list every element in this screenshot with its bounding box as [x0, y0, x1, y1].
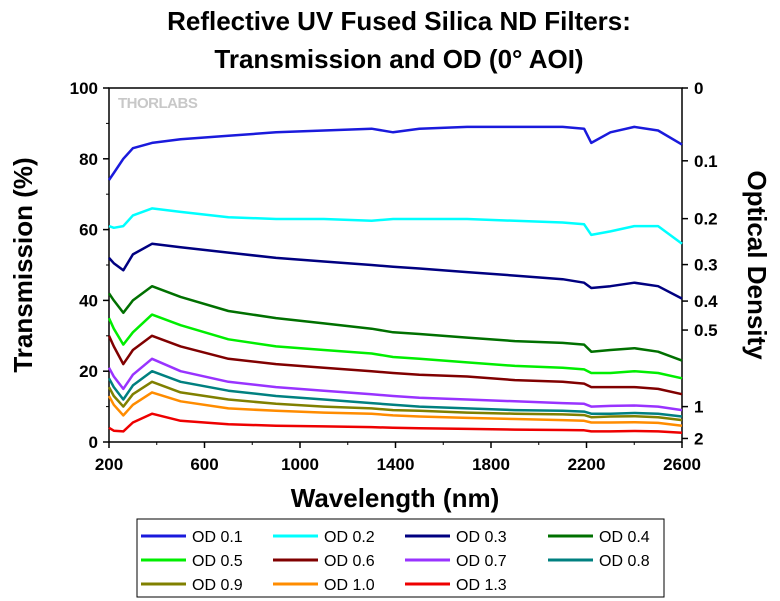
chart-title-line1: Reflective UV Fused Silica ND Filters:: [167, 6, 631, 36]
legend-label: OD 1.3: [456, 577, 507, 594]
y2-axis-ticks: 0 0.1 0.2 0.3 0.4 0.5 1 2: [682, 79, 718, 448]
legend-label: OD 0.1: [192, 529, 243, 546]
y-tick-label: 80: [79, 150, 98, 169]
x-tick-label: 600: [190, 455, 218, 474]
series-line-od-0-8: [107, 369, 683, 418]
series-line-od-0-6: [107, 334, 683, 396]
legend-label: OD 0.8: [599, 553, 650, 570]
series-line-od-0-2: [108, 207, 683, 245]
x-tick-label: 200: [95, 455, 123, 474]
y2-tick-label: 0: [694, 79, 703, 98]
y2-tick-label: 1: [694, 398, 703, 417]
x-tick-label: 1400: [377, 455, 415, 474]
x-tick-label: 2200: [568, 455, 606, 474]
y2-tick-label: 0.4: [694, 292, 718, 311]
y2-tick-label: 0.1: [694, 152, 718, 171]
legend-label: OD 0.4: [599, 529, 650, 546]
series-line-od-0-5: [107, 313, 683, 380]
legend-label: OD 0.5: [192, 553, 243, 570]
legend-label: OD 0.6: [324, 553, 375, 570]
thorlabs-logo: THORLABS: [118, 95, 198, 112]
legend-label: OD 0.3: [456, 529, 507, 546]
y2-axis-title: Optical Density: [742, 170, 772, 360]
series-line-od-0-1: [107, 125, 683, 181]
y-tick-label: 40: [79, 291, 98, 310]
chart-title-line2: Transmission and OD (0° AOI): [214, 44, 583, 74]
series-line-od-0-3: [108, 242, 683, 300]
legend-label: OD 0.9: [192, 577, 243, 594]
y-axis-title: Transmission (%): [8, 157, 38, 372]
legend-label: OD 1.0: [324, 577, 375, 594]
x-axis-title: Wavelength (nm): [291, 483, 499, 513]
y2-tick-label: 2: [694, 429, 703, 448]
legend-label: OD 0.2: [324, 529, 375, 546]
x-tick-label: 1800: [472, 455, 510, 474]
series-line-od-1-3: [108, 412, 683, 435]
y-tick-label: 20: [79, 362, 98, 381]
y2-tick-label: 0.5: [694, 321, 718, 340]
y-axis-ticks: 0 20 40 60 80 100: [70, 79, 109, 452]
legend-label: OD 0.7: [456, 553, 507, 570]
series-line-od-0-4: [107, 284, 683, 362]
y2-tick-label: 0.2: [694, 210, 718, 229]
legend: OD 0.1 OD 0.2 OD 0.3 OD 0.4 OD 0.5 OD 0.6 OD 0…: [141, 529, 650, 594]
y-tick-label: 60: [79, 221, 98, 240]
x-tick-label: 2600: [663, 455, 701, 474]
series-line-od-0-7: [107, 357, 683, 412]
y-tick-label: 0: [89, 433, 98, 452]
series-lines: [107, 125, 683, 435]
y2-tick-label: 0.3: [694, 256, 718, 275]
series-line-od-1-0: [107, 391, 683, 427]
series-line-od-0-9: [107, 380, 683, 422]
legend-box: [136, 518, 665, 598]
x-axis-ticks: 200 600 1000 1400 1800 2200 2600: [95, 442, 701, 474]
x-tick-label: 1000: [281, 455, 319, 474]
y-tick-label: 100: [70, 79, 98, 98]
